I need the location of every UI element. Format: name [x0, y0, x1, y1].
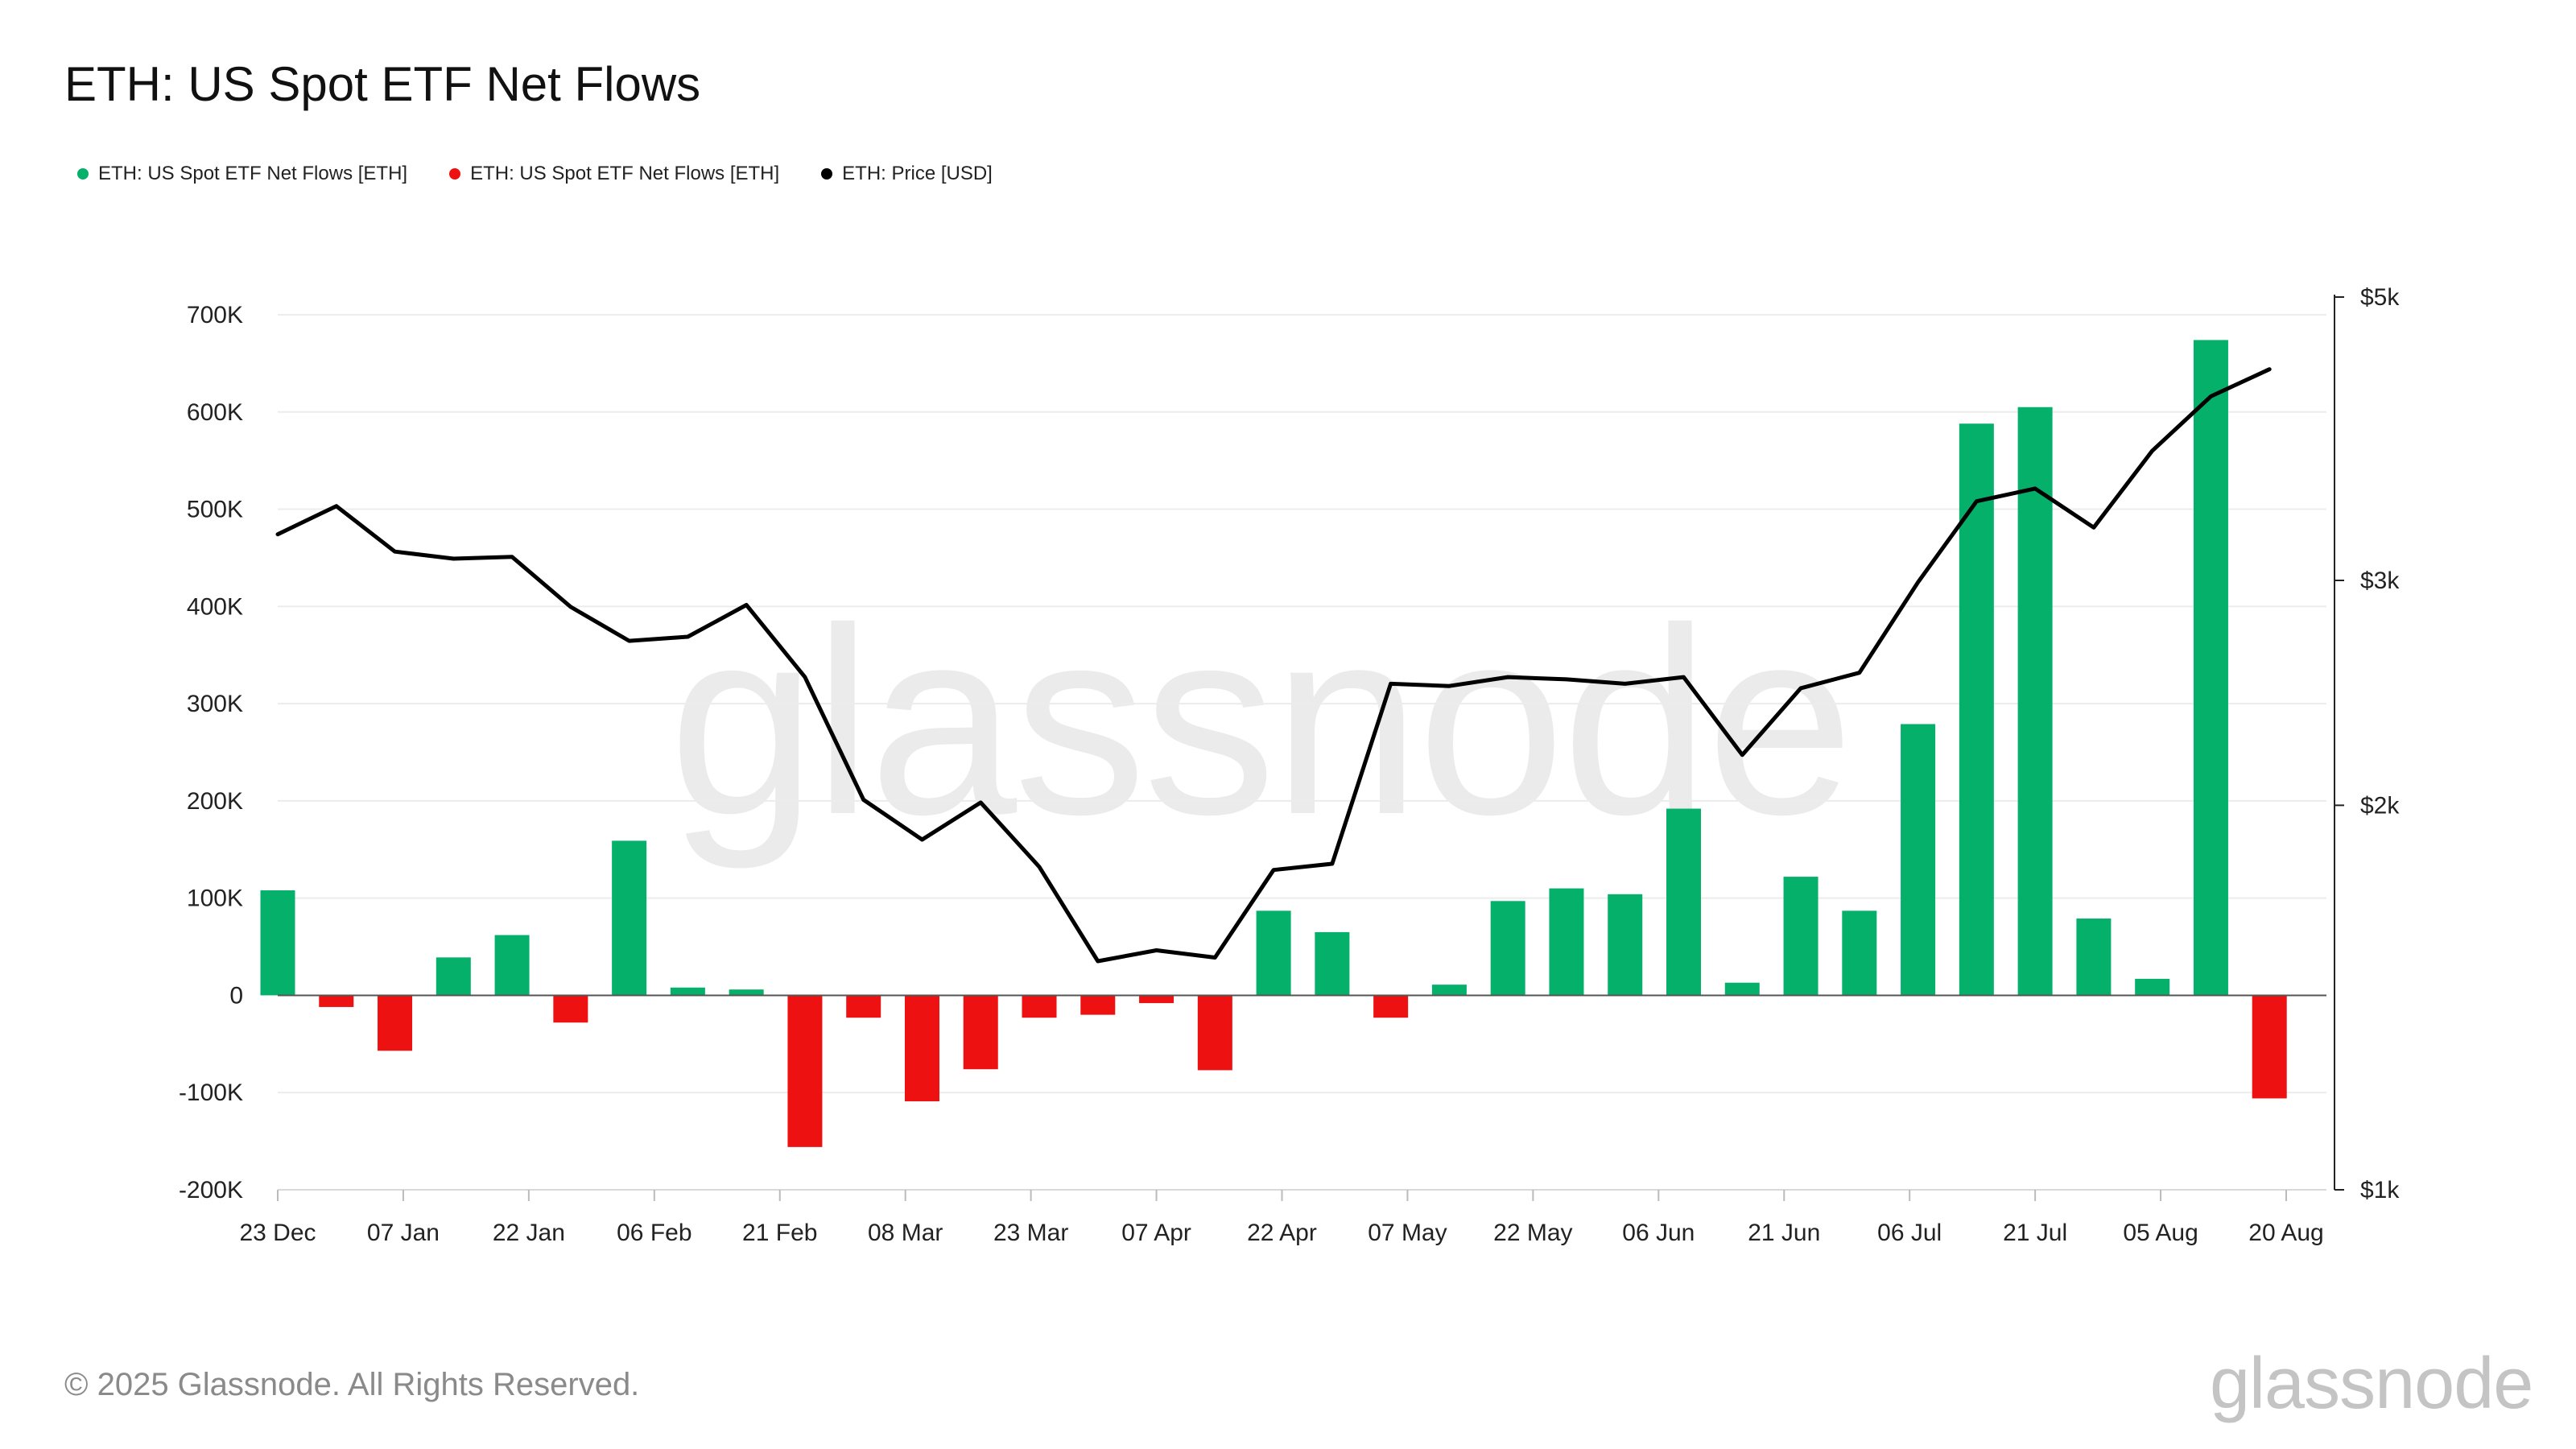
- inflow-bar: [2193, 340, 2228, 996]
- y-left-tick-label: 600K: [187, 399, 243, 426]
- x-tick-label: 23 Dec: [239, 1220, 316, 1246]
- inflow-bar: [1901, 724, 1936, 996]
- y-left-tick-label: -200K: [179, 1177, 243, 1203]
- x-tick-label: 22 May: [1493, 1220, 1572, 1246]
- x-tick-label: 21 Jul: [2003, 1220, 2067, 1246]
- y-left-tick-label: 300K: [187, 691, 243, 717]
- x-tick-label: 06 Jun: [1622, 1220, 1695, 1246]
- x-tick-label: 20 Aug: [2248, 1220, 2323, 1246]
- price-line: [275, 367, 2272, 964]
- y-right-tick-label: $3k: [2360, 568, 2400, 594]
- inflow-bar: [1431, 985, 1467, 996]
- inflow-bar: [1959, 423, 1994, 996]
- watermark-text: glassnode: [669, 572, 1852, 871]
- inflow-bar: [436, 957, 471, 996]
- chart-title: ETH: US Spot ETF Net Flows: [64, 57, 701, 111]
- x-tick-label: 22 Jan: [493, 1220, 565, 1246]
- inflow-bar: [1783, 877, 1818, 996]
- legend: ETH: US Spot ETF Net Flows [ETH] ETH: US…: [77, 163, 993, 185]
- outflow-bar: [963, 995, 998, 1070]
- inflow-bar: [1549, 888, 1584, 996]
- x-tick-label: 21 Feb: [742, 1220, 817, 1246]
- x-tick-label: 06 Feb: [617, 1220, 691, 1246]
- x-tick-label: 05 Aug: [2123, 1220, 2198, 1246]
- inflow-bar: [2135, 978, 2170, 996]
- legend-item-price[interactable]: ETH: Price [USD]: [821, 163, 993, 185]
- inflow-bar: [2076, 919, 2112, 996]
- y-right-tick-label: $2k: [2360, 792, 2400, 819]
- inflow-bar: [670, 987, 705, 996]
- inflow-bar: [1490, 901, 1525, 996]
- outflow-bar: [319, 995, 354, 1007]
- x-tick-label: 23 Mar: [993, 1220, 1068, 1246]
- green-dot-icon: [77, 168, 89, 180]
- inflow-bar: [2017, 407, 2053, 996]
- inflow-bar: [1256, 910, 1291, 996]
- x-tick-label: 06 Jul: [1877, 1220, 1942, 1246]
- inflow-bar: [1315, 931, 1350, 996]
- x-tick-label: 08 Mar: [868, 1220, 943, 1246]
- y-left-tick-label: 0: [229, 982, 243, 1009]
- copyright: © 2025 Glassnode. All Rights Reserved.: [64, 1367, 640, 1402]
- y-left-tick-label: 200K: [187, 788, 243, 815]
- y-left-tick-label: 400K: [187, 593, 243, 620]
- x-tick-label: 07 Jan: [367, 1220, 440, 1246]
- outflow-bar: [1373, 995, 1409, 1018]
- y-left-tick-label: 100K: [187, 886, 243, 912]
- glassnode-logo: glassnode: [2210, 1344, 2533, 1424]
- inflow-bar: [729, 989, 764, 996]
- outflow-bar: [1197, 995, 1232, 1071]
- x-tick-label: 07 Apr: [1121, 1220, 1191, 1246]
- legend-label: ETH: Price [USD]: [842, 163, 993, 184]
- black-dot-icon: [821, 168, 833, 180]
- y-left-tick-label: 500K: [187, 497, 243, 523]
- outflow-bar: [1022, 995, 1057, 1018]
- outflow-bar: [1080, 995, 1116, 1015]
- outflow-bar: [378, 995, 413, 1051]
- inflow-bar: [612, 840, 647, 996]
- inflow-bar: [1666, 808, 1701, 996]
- outflow-bar: [2252, 995, 2287, 1099]
- legend-item-inflows[interactable]: ETH: US Spot ETF Net Flows [ETH]: [77, 163, 407, 185]
- legend-label: ETH: US Spot ETF Net Flows [ETH]: [470, 163, 780, 184]
- outflow-bar: [553, 995, 588, 1023]
- outflow-bar: [1139, 995, 1174, 1004]
- y-right-tick-label: $5k: [2360, 284, 2400, 311]
- inflow-bar: [494, 935, 530, 996]
- x-tick-label: 21 Jun: [1748, 1220, 1820, 1246]
- outflow-bar: [787, 995, 823, 1147]
- inflow-bar: [260, 890, 295, 996]
- inflow-bar: [1724, 982, 1760, 996]
- y-left-tick-label: -100K: [179, 1080, 243, 1106]
- y-right-tick-label: $1k: [2360, 1177, 2400, 1203]
- inflow-bar: [1608, 894, 1643, 996]
- legend-label: ETH: US Spot ETF Net Flows [ETH]: [98, 163, 408, 184]
- outflow-bar: [904, 995, 939, 1102]
- y-left-tick-label: 700K: [187, 302, 243, 328]
- inflow-bar: [1842, 910, 1877, 996]
- legend-item-outflows[interactable]: ETH: US Spot ETF Net Flows [ETH]: [449, 163, 779, 185]
- red-dot-icon: [449, 168, 461, 180]
- outflow-bar: [846, 995, 881, 1018]
- x-tick-label: 22 Apr: [1247, 1220, 1317, 1246]
- x-tick-label: 07 May: [1368, 1220, 1447, 1246]
